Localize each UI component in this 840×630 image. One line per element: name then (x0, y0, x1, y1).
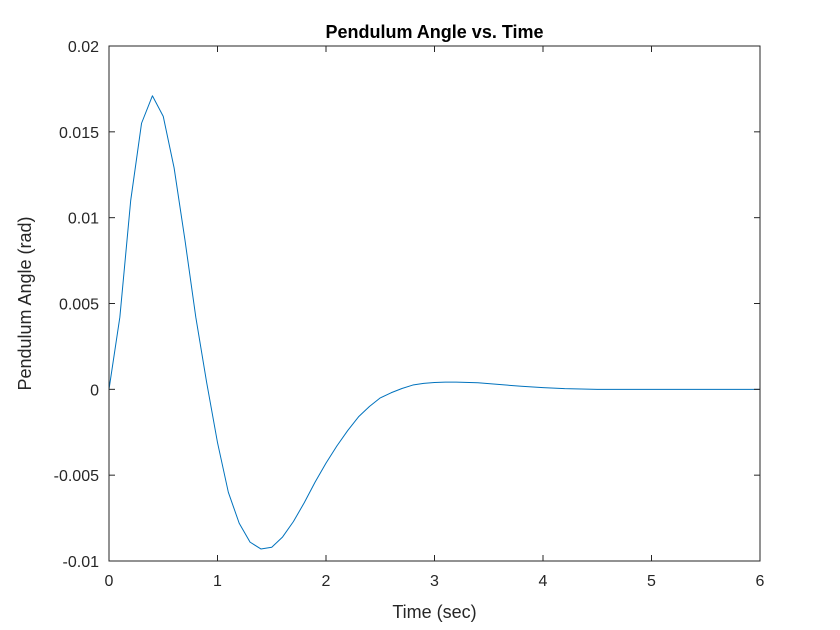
y-tick-label: -0.005 (54, 468, 99, 485)
y-tick-label: 0.005 (59, 297, 99, 314)
y-tick-label: 0.015 (59, 125, 99, 142)
x-tick-label: 1 (213, 573, 222, 590)
plot-background (109, 46, 760, 561)
y-tick-label: 0.02 (68, 39, 99, 56)
x-tick-label: 6 (756, 573, 765, 590)
chart-title: Pendulum Angle vs. Time (325, 22, 543, 42)
y-axis-label: Pendulum Angle (rad) (15, 216, 35, 390)
y-tick-label: -0.01 (63, 554, 100, 571)
y-tick-label: 0 (90, 382, 99, 399)
x-tick-label: 3 (430, 573, 439, 590)
x-axis-label: Time (sec) (392, 602, 476, 622)
x-tick-label: 4 (539, 573, 548, 590)
y-tick-label: 0.01 (68, 211, 99, 228)
x-tick-label: 5 (647, 573, 656, 590)
series-line-pendulum-angle (108, 95, 760, 550)
x-tick-label: 2 (322, 573, 331, 590)
x-tick-label: 0 (105, 573, 114, 590)
